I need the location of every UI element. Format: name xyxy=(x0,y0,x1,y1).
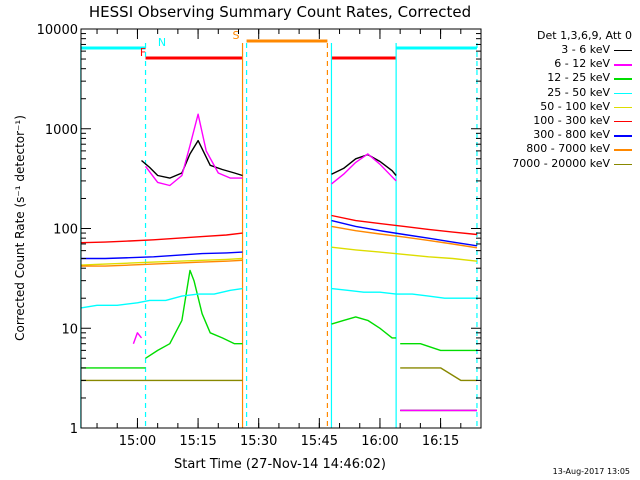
y-tick-label-0: 1 xyxy=(70,422,78,437)
y-axis-label: Corrected Count Rate (s⁻¹ detector⁻¹) xyxy=(13,115,27,341)
legend-swatch xyxy=(614,163,632,165)
legend-label: 25 - 50 keV xyxy=(547,85,610,99)
legend-swatch xyxy=(614,106,632,109)
legend-swatch xyxy=(614,64,632,66)
x-axis-label: Start Time (27-Nov-14 14:46:02) xyxy=(174,457,386,472)
legend-entry: 300 - 800 keV xyxy=(486,128,632,142)
x-tick-label-3: 15:45 xyxy=(301,434,338,449)
series-4-segment-1 xyxy=(331,246,478,262)
legend-entry: 3 - 6 keV xyxy=(486,43,632,57)
x-tick-label-0: 15:00 xyxy=(119,434,156,449)
legend-label: 800 - 7000 keV xyxy=(526,142,610,156)
footer-timestamp: 13-Aug-2017 13:05 xyxy=(552,467,630,476)
series-1-segment-1 xyxy=(144,113,243,187)
legend-label: 3 - 6 keV xyxy=(561,43,610,56)
legend-swatch xyxy=(614,149,632,151)
legend-entry: 25 - 50 keV xyxy=(486,86,632,100)
series-4-segment-0 xyxy=(80,257,243,266)
series-1-segment-2 xyxy=(331,153,397,185)
series-0-segment-0 xyxy=(141,139,243,179)
series-2-segment-1 xyxy=(145,269,243,359)
legend-entry: 50 - 100 keV xyxy=(486,100,632,114)
flag-bars: NF S xyxy=(80,29,477,60)
legend-entries: 3 - 6 keV 6 - 12 keV 12 - 25 keV 25 - 50 ke… xyxy=(486,43,632,171)
series-6-segment-0 xyxy=(80,251,243,260)
series-2-segment-3 xyxy=(400,343,477,352)
series-7-segment-0 xyxy=(80,259,243,267)
legend-swatch xyxy=(614,135,632,137)
series-3-segment-1 xyxy=(331,287,477,299)
legend-header: Det 1,3,6,9, Att 0 xyxy=(537,29,632,42)
y-tick-label-4: 10000 xyxy=(37,23,78,38)
series-5-segment-1 xyxy=(331,214,478,236)
x-tick-label-4: 16:00 xyxy=(361,434,398,449)
legend-label: 50 - 100 keV xyxy=(540,99,610,113)
flag-label-f: F xyxy=(140,46,146,59)
series-5-segment-0 xyxy=(80,232,243,244)
legend-entry: 100 - 300 keV xyxy=(486,114,632,128)
axes: 1 10 100 1000 10000 15:00 15:15 15:30 15:45 16:00… xyxy=(37,23,482,449)
series-3-segment-0 xyxy=(80,287,243,309)
series-2-segment-2 xyxy=(331,316,397,339)
legend-entry: 7000 - 20000 keV xyxy=(486,157,632,171)
x-tick-label-5: 16:15 xyxy=(422,434,459,449)
legend-swatch xyxy=(614,50,632,52)
chart-title: HESSI Observing Summary Count Rates, Cor… xyxy=(89,3,471,21)
x-tick-label-1: 15:15 xyxy=(179,434,216,449)
legend-entry: 12 - 25 keV xyxy=(486,71,632,85)
legend-label: 7000 - 20000 keV xyxy=(512,156,610,170)
legend-label: 6 - 12 keV xyxy=(554,57,610,71)
series-lines xyxy=(80,113,478,412)
series-7-segment-1 xyxy=(331,225,478,249)
legend-label: 300 - 800 keV xyxy=(533,128,610,142)
y-tick-label-3: 1000 xyxy=(45,123,78,138)
legend-swatch xyxy=(614,92,632,94)
legend: Det 1,3,6,9, Att 0 3 - 6 keV 6 - 12 keV 12… xyxy=(486,28,632,171)
series-6-segment-1 xyxy=(331,219,478,247)
legend-label: 12 - 25 keV xyxy=(547,71,610,85)
series-0-segment-1 xyxy=(331,153,397,176)
flag-label-n: N xyxy=(158,36,166,49)
legend-swatch xyxy=(614,120,632,123)
y-tick-label-2: 100 xyxy=(53,223,78,238)
flag-label-s: S xyxy=(233,29,240,42)
legend-label: 100 - 300 keV xyxy=(533,113,610,127)
legend-swatch xyxy=(614,78,632,80)
legend-entry: 6 - 12 keV xyxy=(486,57,632,71)
event-lines xyxy=(80,43,478,428)
y-tick-label-1: 10 xyxy=(61,322,78,337)
legend-entry: 800 - 7000 keV xyxy=(486,142,632,156)
x-tick-label-2: 15:30 xyxy=(240,434,277,449)
series-1-segment-0 xyxy=(132,332,143,344)
series-8-segment-2 xyxy=(400,367,477,382)
